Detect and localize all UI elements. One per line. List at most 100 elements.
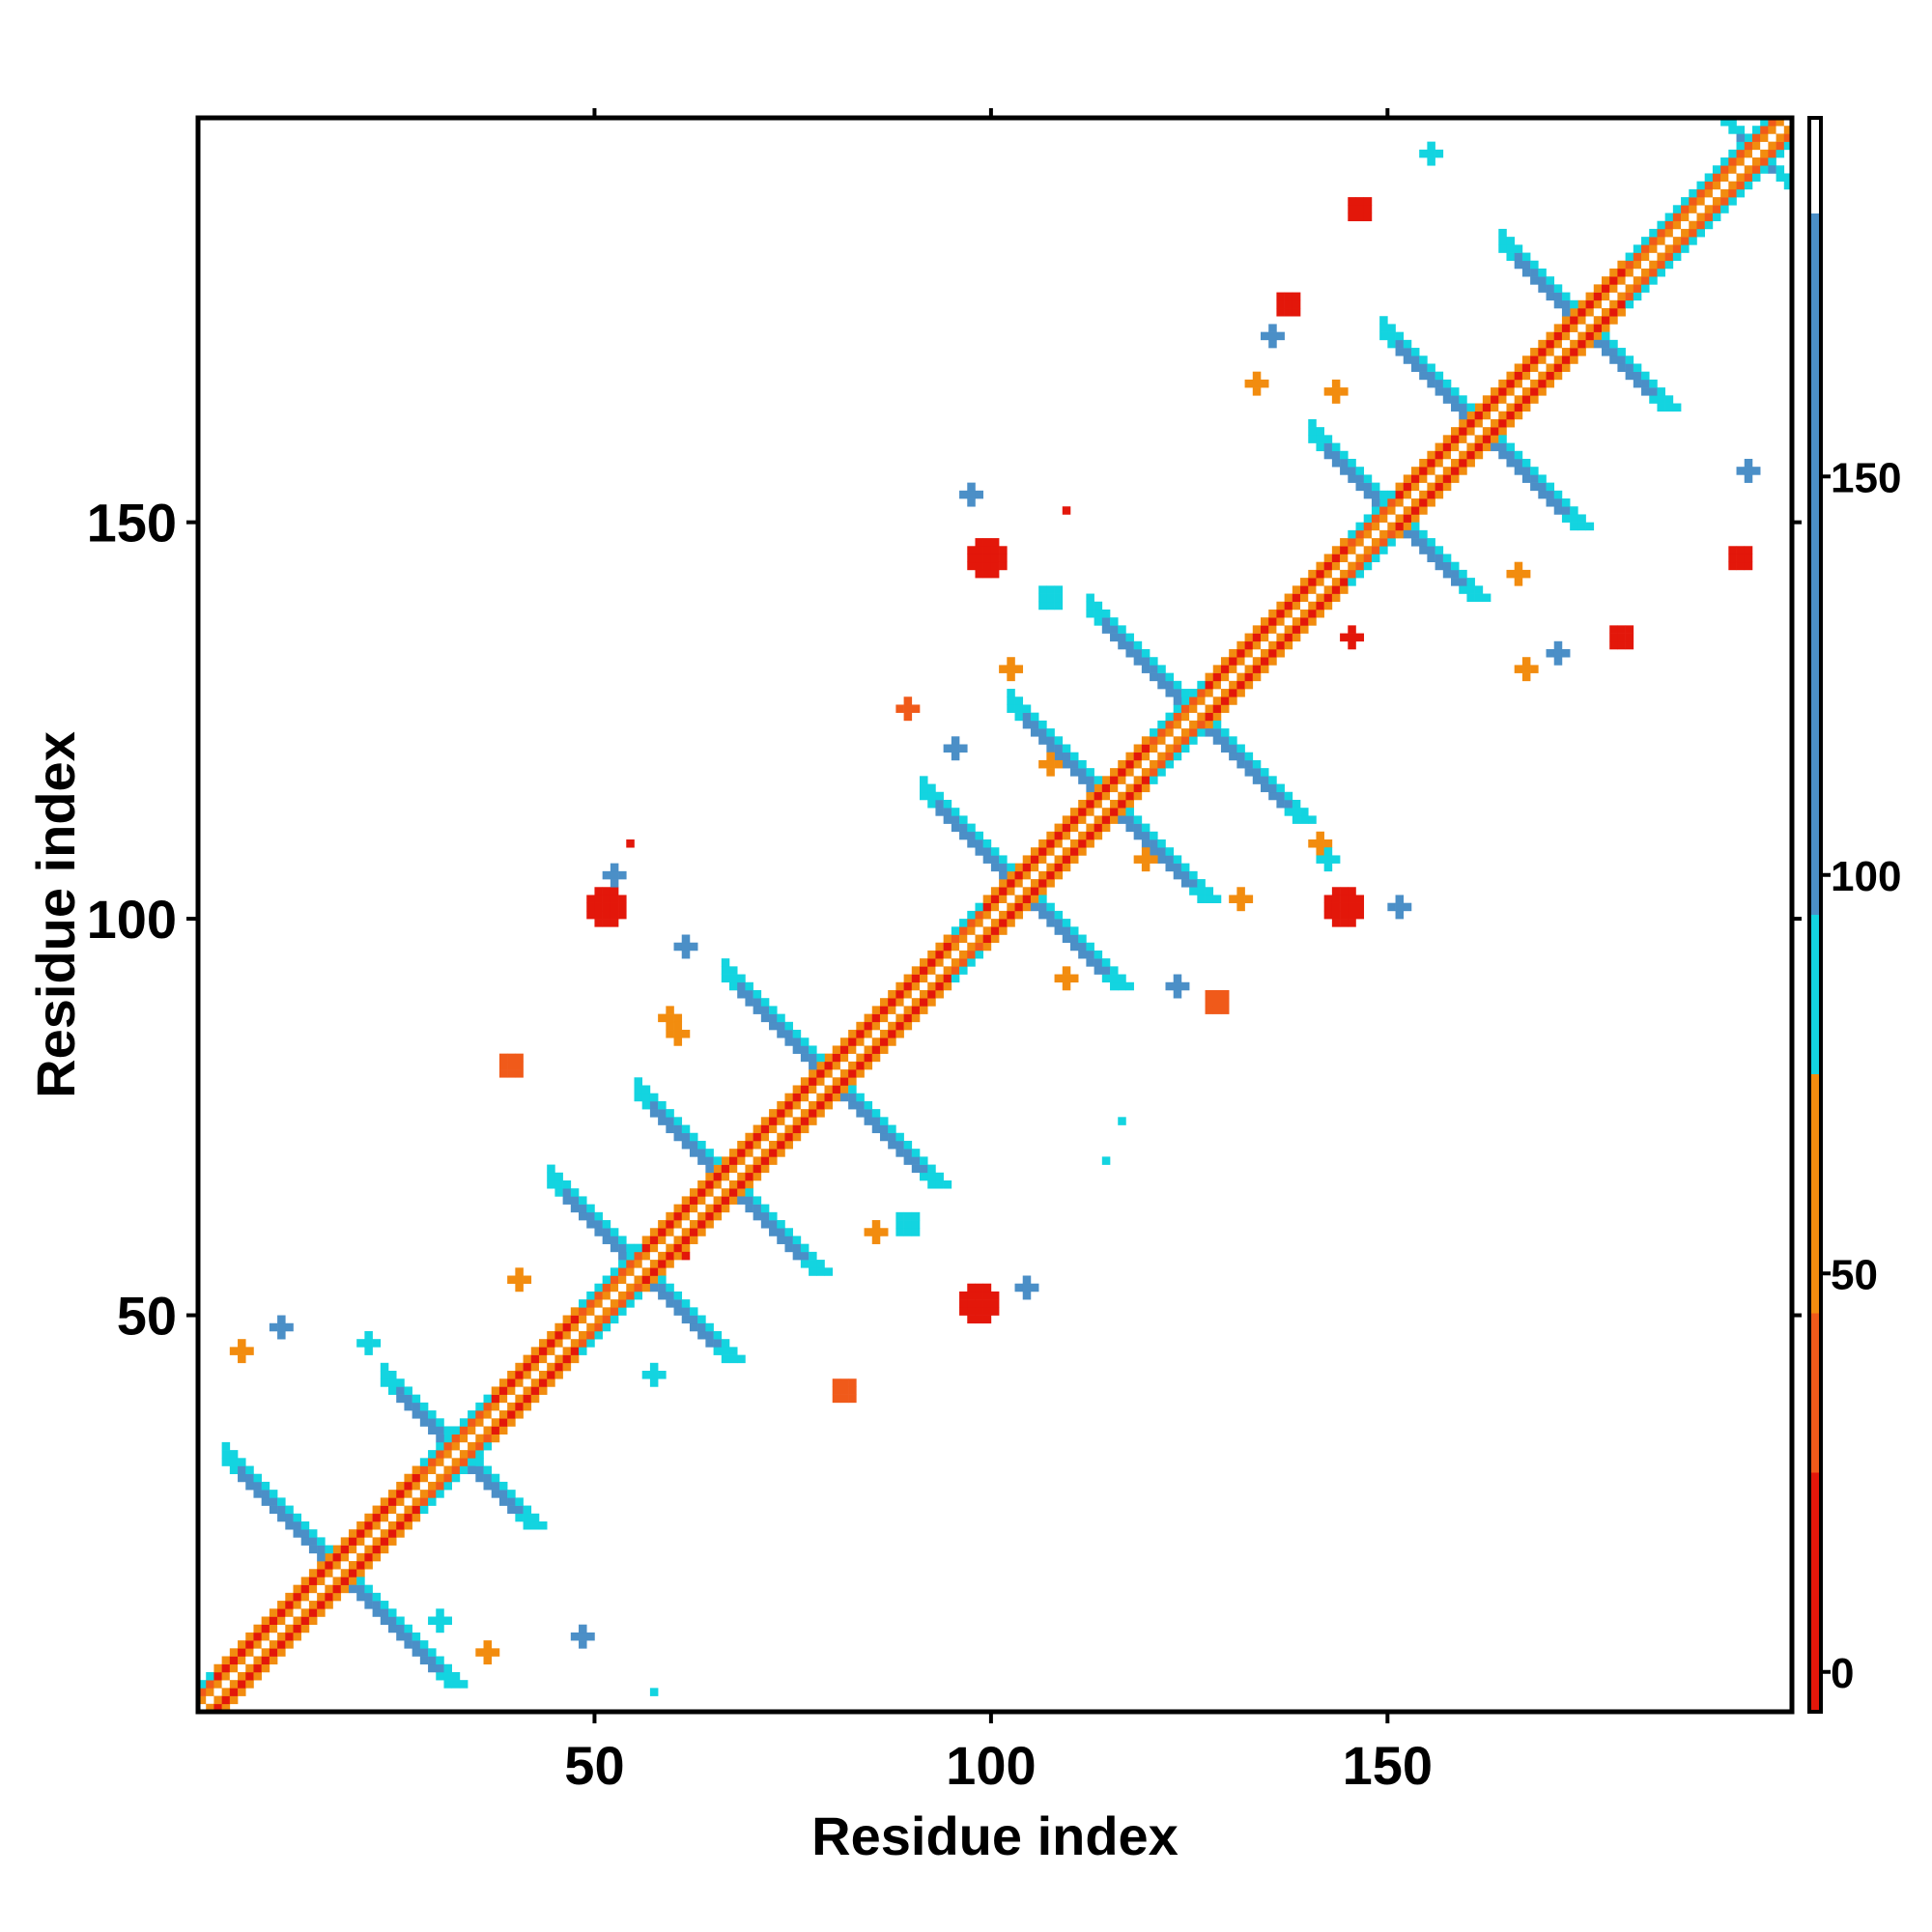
heatmap-cell	[1506, 442, 1515, 452]
heatmap-cell	[1078, 942, 1087, 952]
heatmap-cell	[982, 546, 992, 554]
heatmap-cell	[1173, 744, 1182, 753]
heatmap-cell	[1601, 308, 1610, 317]
heatmap-cell	[871, 1006, 881, 1014]
heatmap-cell	[380, 1505, 389, 1515]
heatmap-cell	[507, 1053, 516, 1063]
heatmap-cell	[1030, 879, 1039, 888]
heatmap-cell	[277, 1640, 286, 1649]
heatmap-cell	[308, 1537, 318, 1546]
heatmap-cell	[554, 1339, 563, 1348]
heatmap-cell	[1546, 276, 1555, 285]
heatmap-cell	[1268, 339, 1277, 349]
heatmap-cell	[468, 1434, 476, 1443]
heatmap-cell	[1236, 640, 1245, 650]
heatmap-cell	[1363, 561, 1373, 571]
heatmap-cell	[340, 1561, 350, 1570]
heatmap-cell	[1078, 847, 1087, 856]
heatmap-cell	[428, 1426, 437, 1435]
heatmap-cell	[1570, 506, 1578, 515]
heatmap-cell	[570, 1322, 580, 1332]
heatmap-cell	[1442, 467, 1452, 475]
heatmap-cell	[935, 791, 944, 801]
heatmap-cell	[443, 1426, 452, 1435]
heatmap-cell	[1410, 467, 1420, 475]
heatmap-cell	[1681, 213, 1690, 222]
heatmap-cell	[1593, 308, 1603, 317]
heatmap-cell	[864, 1030, 873, 1038]
heatmap-cell	[1292, 808, 1301, 816]
heatmap-cell	[1101, 776, 1111, 784]
heatmap-cell	[1776, 133, 1785, 142]
heatmap-cell	[1514, 260, 1523, 270]
heatmap-cell	[951, 958, 960, 967]
heatmap-cell	[538, 1339, 548, 1348]
heatmap-cell	[927, 998, 936, 1007]
heatmap-cell	[1252, 625, 1262, 634]
heatmap-cell	[1387, 490, 1396, 499]
heatmap-cell	[1244, 759, 1254, 769]
heatmap-cell	[1387, 514, 1396, 523]
heatmap-cell	[1459, 467, 1467, 475]
heatmap-cell	[990, 895, 1000, 903]
heatmap-cell	[277, 1608, 286, 1617]
heatmap-cell	[1657, 237, 1665, 245]
heatmap-cell	[1110, 768, 1119, 777]
heatmap-cell	[1657, 220, 1665, 230]
heatmap-cell	[681, 1220, 691, 1229]
heatmap-cell	[1625, 633, 1634, 642]
heatmap-cell	[1340, 546, 1349, 554]
heatmap-cell	[1474, 585, 1484, 594]
heatmap-cell	[1585, 292, 1595, 301]
heatmap-cell	[1736, 165, 1746, 174]
heatmap-cell	[1173, 870, 1182, 880]
heatmap-cell	[1348, 213, 1356, 222]
heatmap-cell	[602, 1322, 611, 1332]
heatmap-cell	[412, 1394, 421, 1404]
heatmap-cell	[1649, 276, 1658, 285]
heatmap-cell	[1625, 292, 1634, 301]
heatmap-cell	[1276, 331, 1285, 341]
heatmap-cell	[198, 1703, 207, 1713]
heatmap-cell	[1300, 625, 1309, 634]
heatmap-cell	[800, 1037, 810, 1046]
heatmap-cell	[1141, 855, 1151, 864]
heatmap-cell	[1236, 759, 1245, 769]
heatmap-cell	[1101, 625, 1111, 634]
x-axis: 50 100 150	[564, 108, 1433, 1796]
heatmap-cell	[753, 1204, 762, 1213]
heatmap-cell	[689, 1220, 698, 1229]
heatmap-cell	[1300, 601, 1309, 611]
heatmap-cell	[626, 1267, 635, 1276]
heatmap-cell	[1720, 118, 1729, 127]
heatmap-cell	[800, 1085, 810, 1094]
heatmap-cell	[1054, 831, 1064, 840]
heatmap-cell	[491, 1473, 500, 1483]
heatmap-cell	[658, 1260, 667, 1268]
heatmap-cell	[1069, 815, 1079, 824]
heatmap-cell	[1410, 506, 1420, 515]
heatmap-cell	[1783, 133, 1793, 142]
heatmap-cell	[1744, 554, 1753, 563]
heatmap-cell	[824, 1053, 834, 1063]
heatmap-cell	[1585, 299, 1595, 309]
heatmap-cell	[325, 1552, 333, 1562]
heatmap-cell	[729, 1172, 738, 1181]
heatmap-cell	[658, 1013, 667, 1023]
heatmap-cell	[920, 1156, 928, 1165]
heatmap-cell	[1220, 680, 1230, 690]
heatmap-cell	[547, 1347, 555, 1355]
heatmap-cell	[816, 1085, 825, 1094]
heatmap-cell	[562, 1180, 572, 1189]
heatmap-cell	[697, 1140, 706, 1150]
heatmap-cell	[705, 1149, 714, 1157]
heatmap-cell	[982, 554, 992, 563]
heatmap-cell	[412, 1490, 421, 1498]
heatmap-cell	[1030, 847, 1039, 856]
heatmap-cell	[1410, 355, 1420, 364]
heatmap-cell	[1340, 538, 1349, 547]
heatmap-cell	[229, 1671, 239, 1681]
heatmap-cell	[1165, 744, 1175, 753]
heatmap-cell	[975, 490, 983, 499]
heatmap-cell	[1038, 759, 1047, 769]
